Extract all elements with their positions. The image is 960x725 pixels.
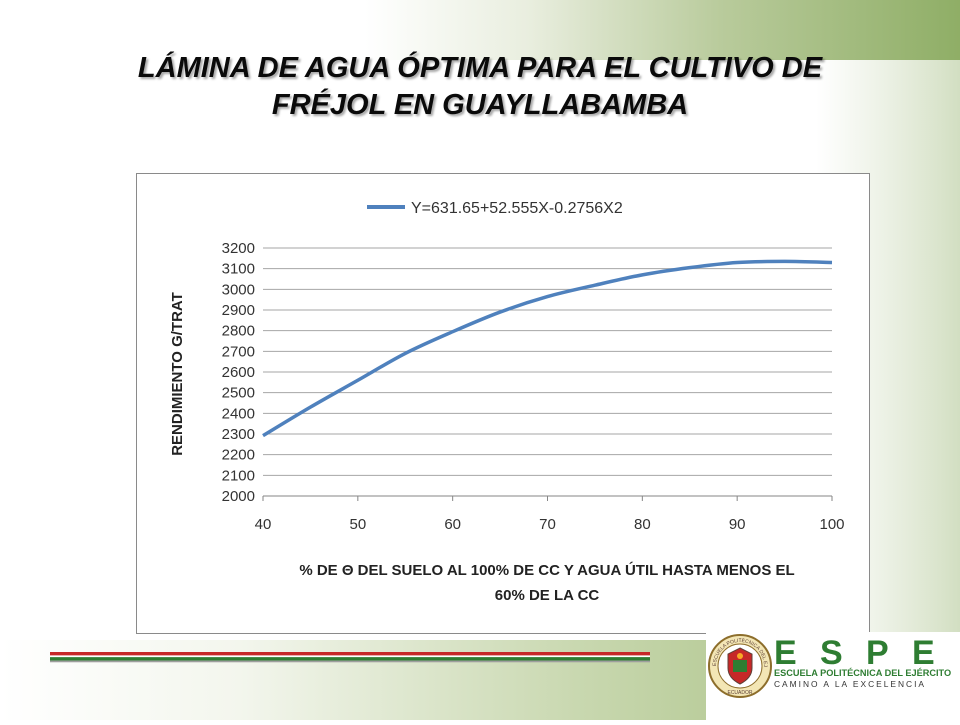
legend: Y=631.65+52.555X-0.2756X2: [367, 200, 623, 217]
y-tick-label: 2000: [222, 488, 255, 505]
y-tick-label: 2500: [222, 385, 255, 402]
x-tick-label: 100: [819, 516, 844, 533]
slide-title-line1: LÁMINA DE AGUA ÓPTIMA PARA EL CULTIVO DE: [137, 52, 823, 84]
logo-letter-p: P: [866, 634, 889, 672]
footer-stripe-red: [50, 652, 650, 656]
y-axis-title: RENDIMIENTO G/TRAT: [169, 292, 186, 456]
y-tick-label: 2600: [222, 364, 255, 381]
series-layer: [262, 259, 833, 438]
gridlines: [263, 247, 832, 497]
chart-frame: 2000 2100 2200 2300 2400 2500 2600 2700 2800 2900…: [136, 173, 870, 634]
espe-logo: ESCUELA POLITÉCNICA DEL EJÉRCITO ECUADOR…: [704, 627, 960, 720]
footer-stripes: [50, 652, 650, 663]
x-axis-title-line1: % DE Θ DEL SUELO AL 100% DE CC Y AGUA ÚT…: [299, 561, 794, 579]
x-axis-title-line2: 60% DE LA CC: [495, 587, 600, 604]
espe-letters: E S P E: [774, 634, 935, 672]
footer-stripe-white: [50, 655, 650, 658]
logo-letter-e2: E: [912, 634, 935, 672]
footer-stripe-green: [50, 657, 650, 661]
slide-title: LÁMINA DE AGUA ÓPTIMA PARA EL CULTIVO DE…: [60, 50, 900, 124]
y-tick-label: 3100: [222, 261, 255, 278]
y-tick-label: 2400: [222, 405, 255, 422]
series-line: [262, 259, 833, 438]
x-tick-label: 90: [729, 516, 746, 533]
seal-country: ECUADOR: [727, 690, 752, 696]
x-tick-label: 50: [349, 516, 366, 533]
y-tick-label: 2900: [222, 302, 255, 319]
espe-logo-graphic: ESCUELA POLITÉCNICA DEL EJÉRCITO ECUADOR…: [704, 627, 960, 720]
y-tick-label: 2200: [222, 447, 255, 464]
y-tick-label: 2300: [222, 426, 255, 443]
y-tick-label: 3200: [222, 240, 255, 257]
logo-letter-e1: E: [774, 634, 797, 672]
y-tick-label: 2700: [222, 343, 255, 360]
slide-title-line2: FRÉJOL EN GUAYLLABAMBA: [271, 89, 689, 121]
x-tick-label: 70: [539, 516, 556, 533]
x-tick-label: 60: [444, 516, 461, 533]
logo-letter-s: S: [820, 634, 843, 672]
logo-institution-name: ESCUELA POLITÉCNICA DEL EJÉRCITO: [774, 667, 951, 678]
line-chart: 2000 2100 2200 2300 2400 2500 2600 2700 2800 2900…: [169, 200, 845, 604]
logo-motto: CAMINO A LA EXCELENCIA: [774, 679, 926, 689]
x-tick-label: 80: [634, 516, 651, 533]
x-tick-label: 40: [255, 516, 272, 533]
y-tick-label: 3000: [222, 281, 255, 298]
seal-icon: ESCUELA POLITÉCNICA DEL EJÉRCITO ECUADOR: [704, 627, 772, 698]
legend-label: Y=631.65+52.555X-0.2756X2: [411, 200, 623, 217]
axes: 2000 2100 2200 2300 2400 2500 2600 2700 2800 2900…: [222, 240, 845, 533]
y-tick-label: 2100: [222, 467, 255, 484]
footer-stripe-gray: [50, 660, 650, 663]
y-tick-label: 2800: [222, 323, 255, 340]
